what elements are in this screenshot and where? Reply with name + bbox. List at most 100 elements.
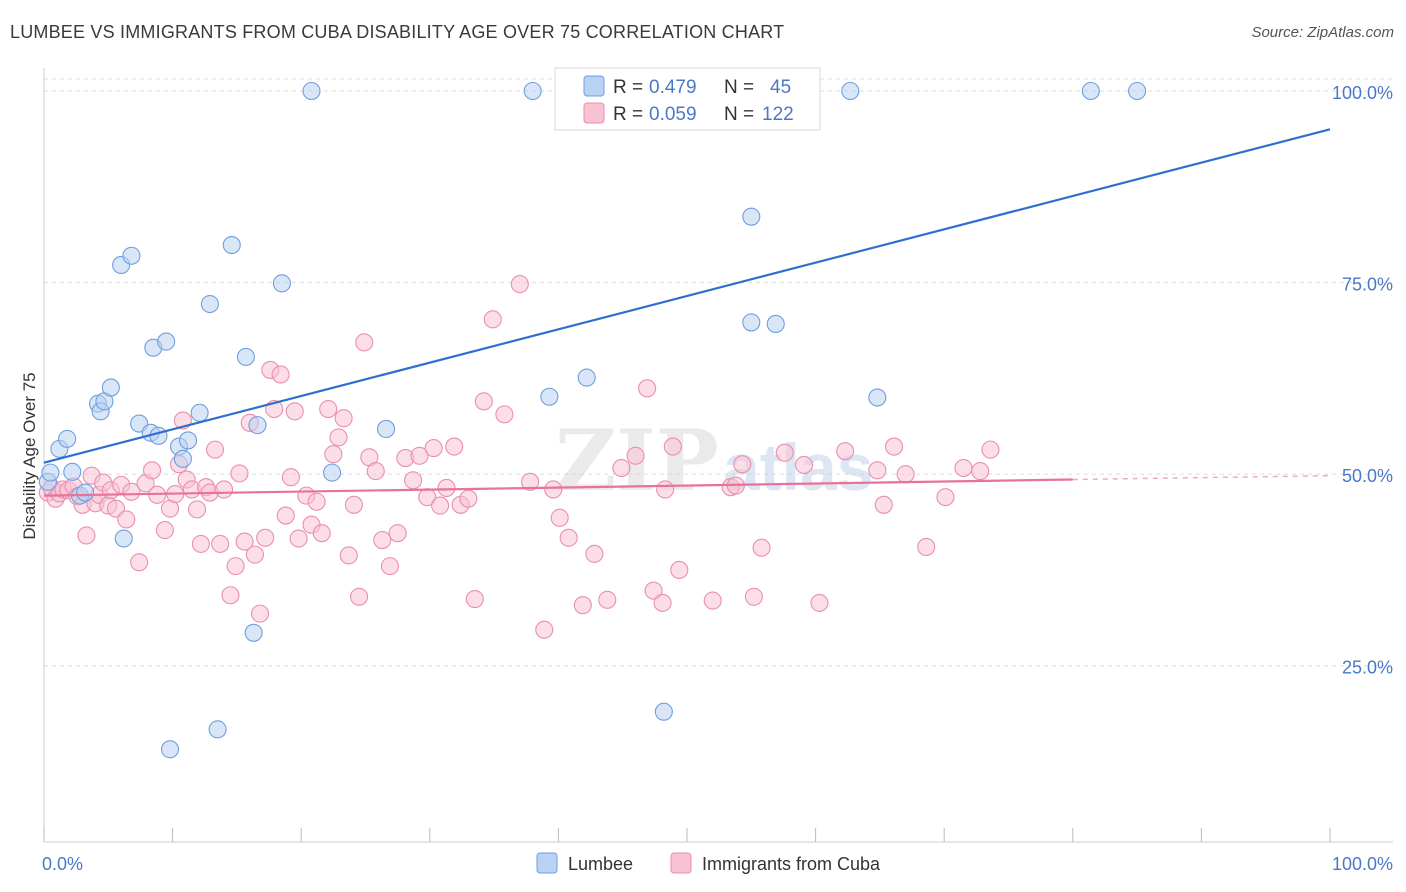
lumbee-point — [766, 314, 785, 334]
cuba-point — [211, 534, 230, 553]
gridlines — [44, 78, 1393, 667]
cuba-point — [404, 471, 423, 490]
lumbee-point — [76, 483, 95, 502]
cuba-point — [874, 495, 893, 514]
y-axis-title: Disability Age Over 75 — [20, 372, 39, 539]
cuba-point — [810, 593, 829, 612]
y-tick-labels: 100.0% 75.0% 50.0% 25.0% — [1332, 83, 1393, 678]
lumbee-point — [1081, 81, 1100, 101]
lumbee-point — [323, 463, 342, 482]
legend-r-label-lumbee: R = — [613, 77, 643, 98]
trend-lines — [43, 128, 1331, 497]
cuba-point — [380, 557, 399, 576]
cuba-point — [373, 531, 392, 550]
cuba-point — [744, 587, 763, 606]
cuba-point — [483, 310, 502, 329]
cuba-point — [896, 465, 915, 484]
cuba-point — [235, 532, 254, 551]
cuba-point — [794, 455, 814, 475]
cuba-point — [130, 553, 149, 572]
cuba-point — [465, 590, 484, 609]
legend-n-label-cuba: N = — [724, 104, 754, 125]
cuba-point — [388, 524, 407, 543]
lumbee-point — [248, 416, 267, 435]
series-lumbee — [38, 81, 1147, 759]
lumbee-point — [654, 702, 673, 721]
lumbee-point — [190, 403, 209, 422]
cuba-point — [271, 365, 290, 384]
legend-n-label-lumbee: N = — [724, 77, 754, 98]
lumbee-point — [41, 463, 60, 482]
source-credit: Source: ZipAtlas.com — [1251, 24, 1394, 41]
cuba-point — [612, 458, 631, 478]
lumbee-point — [101, 378, 120, 397]
cuba-point — [459, 489, 478, 508]
axes — [43, 68, 1393, 843]
cuba-point — [836, 442, 855, 461]
cuba-point — [155, 521, 174, 540]
bottom-legend-swatch-lumbee — [536, 852, 558, 874]
cuba-point — [663, 437, 682, 456]
bottom-legend-label-lumbee: Lumbee — [568, 854, 633, 874]
legend: R = 0.479 N = 45 R = 0.059 N = 122 — [554, 67, 821, 131]
cuba-point — [868, 461, 887, 480]
bottom-legend-swatch-cuba — [670, 852, 692, 874]
lumbee-point — [114, 529, 133, 548]
cuba-point — [936, 488, 955, 507]
lumbee-point — [208, 720, 227, 739]
cuba-point — [334, 409, 353, 428]
lumbee-point — [173, 449, 192, 468]
legend-r-value-cuba: 0.059 — [649, 104, 697, 125]
lumbee-point — [1128, 81, 1147, 101]
legend-n-value-cuba: 122 — [762, 104, 794, 125]
cuba-point — [884, 437, 904, 456]
lumbee-point — [841, 81, 860, 101]
cuba-point — [598, 590, 617, 609]
lumbee-point — [577, 368, 596, 387]
cuba-point — [424, 439, 443, 458]
cuba-trend-extension — [1072, 474, 1331, 481]
x-tick-label-right: 100.0% — [1332, 854, 1393, 874]
lumbee-trend-line — [43, 128, 1331, 464]
y-tick-label: 75.0% — [1342, 275, 1393, 295]
cuba-point — [410, 446, 429, 465]
lumbee-point — [868, 388, 887, 407]
cuba-point — [214, 480, 234, 499]
cuba-point — [117, 510, 136, 529]
lumbee-point — [742, 313, 761, 332]
cuba-point — [256, 528, 275, 547]
cuba-point — [474, 392, 493, 411]
cuba-point — [285, 402, 304, 421]
bottom-legend: Lumbee Immigrants from Cuba — [536, 852, 881, 874]
cuba-point — [289, 529, 308, 548]
cuba-point — [281, 468, 300, 487]
cuba-point — [559, 528, 578, 547]
cuba-point — [971, 462, 990, 481]
cuba-point — [573, 596, 592, 615]
cuba-point — [544, 480, 563, 499]
cuba-point — [653, 593, 672, 612]
cuba-point — [324, 445, 343, 464]
cuba-point — [638, 379, 657, 398]
cuba-point — [230, 464, 249, 483]
cuba-point — [205, 440, 225, 459]
cuba-point — [221, 586, 240, 605]
cuba-point — [245, 545, 264, 564]
y-tick-label: 25.0% — [1342, 658, 1393, 678]
cuba-point — [733, 455, 752, 474]
cuba-point — [954, 458, 973, 478]
cuba-point — [585, 544, 604, 563]
legend-n-value-lumbee: 45 — [770, 77, 791, 98]
cuba-point — [339, 546, 358, 565]
cuba-point — [77, 526, 96, 545]
cuba-point — [495, 405, 514, 424]
legend-r-label-cuba: R = — [613, 104, 643, 125]
cuba-point — [122, 482, 141, 501]
bottom-legend-label-cuba: Immigrants from Cuba — [702, 854, 881, 874]
lumbee-point — [236, 347, 255, 366]
lumbee-point — [302, 81, 321, 101]
legend-swatch-cuba — [583, 102, 605, 124]
cuba-point — [703, 591, 722, 610]
lumbee-point — [523, 81, 542, 101]
lumbee-point — [122, 246, 141, 265]
